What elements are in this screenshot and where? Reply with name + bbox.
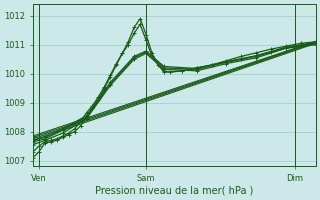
X-axis label: Pression niveau de la mer( hPa ): Pression niveau de la mer( hPa ) <box>95 186 253 196</box>
